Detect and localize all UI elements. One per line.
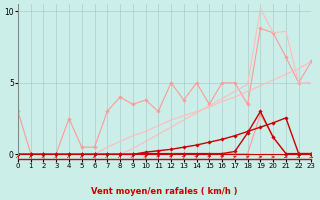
X-axis label: Vent moyen/en rafales ( km/h ): Vent moyen/en rafales ( km/h ) (92, 187, 238, 196)
